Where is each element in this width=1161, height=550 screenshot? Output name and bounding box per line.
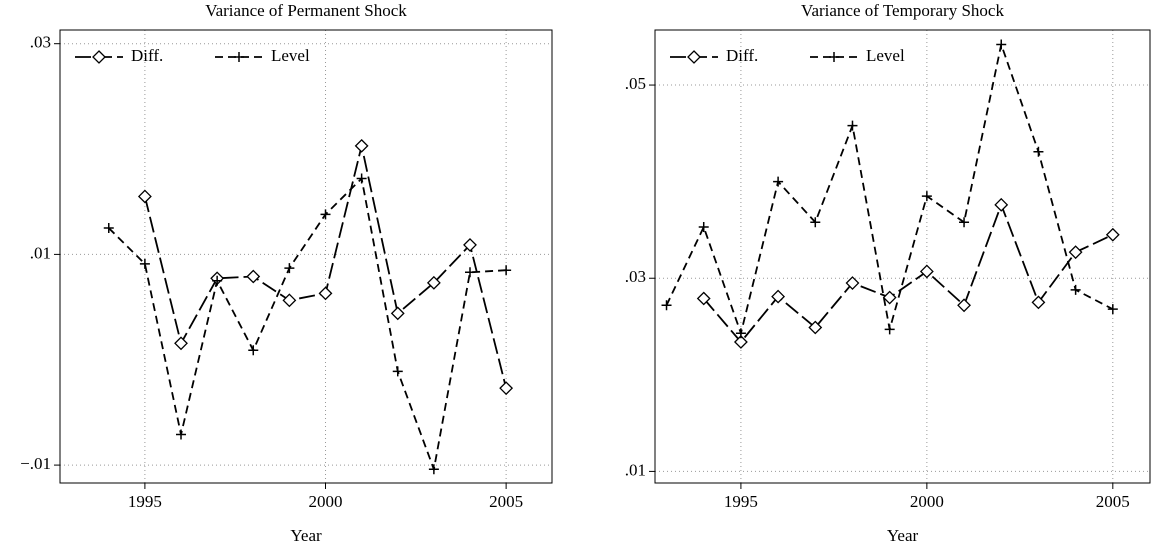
diamond-marker: [771, 289, 786, 304]
plus-marker: [810, 217, 821, 228]
plus-marker: [661, 300, 672, 311]
y-tick-label: .05: [625, 74, 646, 93]
x-axis-label: Year: [290, 526, 322, 545]
series-line: [108, 176, 507, 473]
plus-marker: [234, 52, 244, 62]
plus-marker: [996, 39, 1007, 50]
plus-marker: [829, 52, 839, 62]
diamond-marker: [733, 335, 748, 349]
legend-label: Diff.: [131, 46, 163, 65]
diamond-marker: [318, 286, 333, 301]
diamond-marker: [808, 320, 823, 335]
diamond-marker: [882, 290, 897, 305]
plot-frame: [654, 29, 1151, 484]
chart-title: Variance of Temporary Shock: [801, 1, 1004, 20]
plus-marker: [392, 366, 403, 377]
diamond-marker: [687, 50, 701, 64]
diamond-marker: [1031, 295, 1046, 310]
plus-marker: [284, 263, 295, 274]
diamond-marker: [957, 298, 971, 313]
diamond-marker: [1105, 227, 1120, 242]
series-line: [703, 202, 1114, 344]
legend-label: Level: [271, 46, 310, 65]
plus-marker: [847, 120, 858, 131]
legend-label: Diff.: [726, 46, 758, 65]
x-axis-label: Year: [887, 526, 919, 545]
plus-marker: [248, 345, 259, 356]
plus-marker: [1107, 304, 1118, 315]
plus-marker: [959, 217, 970, 228]
y-tick-label: .03: [625, 267, 646, 286]
diamond-marker: [137, 189, 152, 204]
x-tick-label: 1995: [128, 492, 162, 511]
plus-marker: [921, 191, 932, 202]
diamond-marker: [390, 306, 405, 321]
y-tick-label: .01: [625, 460, 646, 479]
panel: Variance of Temporary Shock Year .01 .03 .05…: [625, 1, 1151, 545]
diamond-marker: [994, 197, 1009, 212]
plot-frame: [59, 29, 553, 484]
series-line: [665, 41, 1114, 337]
plus-marker: [320, 209, 331, 220]
diamond-marker: [499, 381, 514, 396]
x-tick-label: 2005: [489, 492, 523, 511]
x-tick-label: 2005: [1096, 492, 1130, 511]
plus-marker: [735, 328, 746, 339]
y-tick-label: −.01: [20, 454, 51, 473]
y-tick-label: .01: [30, 243, 51, 262]
x-tick-label: 1995: [724, 492, 758, 511]
plus-marker: [884, 324, 895, 335]
diamond-marker: [282, 293, 297, 308]
plus-marker: [501, 265, 512, 276]
diamond-marker: [92, 50, 106, 64]
diamond-marker: [246, 269, 261, 284]
plus-marker: [103, 223, 114, 234]
diamond-marker: [174, 336, 188, 351]
plus-marker: [773, 176, 784, 187]
plus-marker: [698, 222, 709, 233]
diamond-marker: [1068, 245, 1083, 260]
plus-marker: [139, 258, 150, 269]
diamond-marker: [426, 275, 441, 290]
diamond-marker: [354, 138, 369, 153]
plus-marker: [1070, 284, 1081, 295]
plus-marker: [465, 267, 475, 278]
x-tick-label: 2000: [309, 492, 343, 511]
plus-marker: [428, 464, 439, 475]
plus-marker: [356, 173, 367, 184]
plus-marker: [176, 429, 187, 440]
y-tick-label: .03: [30, 33, 51, 52]
panel: Variance of Permanent Shock Year −.01 .01 .0…: [20, 1, 553, 545]
diamond-marker: [845, 276, 860, 290]
plus-marker: [212, 275, 223, 286]
diamond-marker: [696, 291, 711, 306]
diamond-marker: [919, 264, 934, 279]
plus-marker: [1033, 146, 1044, 157]
legend-label: Level: [866, 46, 905, 65]
chart-title: Variance of Permanent Shock: [205, 1, 407, 20]
diamond-marker: [463, 237, 477, 252]
x-tick-label: 2000: [910, 492, 944, 511]
